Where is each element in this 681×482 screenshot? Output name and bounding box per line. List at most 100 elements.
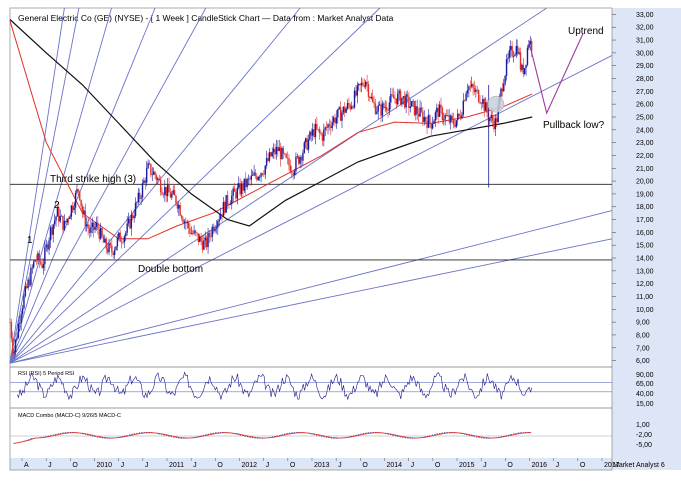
candle-body [211,226,213,237]
candle-body [480,103,483,105]
candle-body [271,152,273,157]
candle-body [258,177,261,178]
candle-body [496,118,498,123]
candle-body [295,156,297,172]
candle-body [13,352,15,354]
candle-body [99,228,102,239]
candle-body [44,247,46,265]
candle-body [260,173,262,178]
candle-body [316,123,318,130]
price-tick-label: 30,00 [636,50,654,57]
candle-body [113,250,116,256]
candle-body [351,106,353,109]
time-tick-label: 2017 [604,462,620,469]
time-tick-label: J [121,462,125,469]
candle-body [210,236,212,238]
candle-body [24,286,27,296]
candle-body [515,46,518,55]
time-tick-label: J [145,462,149,469]
candle-body [187,222,190,228]
candle-body [390,94,392,103]
gann-fan-lines [9,7,613,364]
candle-body [106,248,109,253]
price-tick-label: 10,00 [636,307,654,314]
candle-body [464,100,466,102]
candle-body [346,103,349,109]
price-tick-label: 28,00 [636,76,654,83]
candle-body [201,241,204,250]
candle-body [409,106,412,108]
time-tick-label: J [266,462,270,469]
candle-body [519,52,522,70]
fan-line [9,7,112,364]
candle-body [298,156,300,164]
candle-body [378,104,381,106]
price-tick-label: 19,00 [636,191,654,198]
candle-body [296,156,299,157]
candle-body [323,129,325,141]
candle-body [434,112,437,121]
candle-body [416,106,418,114]
candle-body [147,162,149,169]
candle-body [92,222,95,230]
time-tick-label: O [435,462,441,469]
candle-body [111,245,113,253]
candle-body [10,322,13,339]
candle-body [90,226,92,233]
candle-body [161,192,163,195]
candle-body [189,227,191,234]
time-tick-label: O [72,462,78,469]
candle-body [183,221,186,223]
candle-body [332,117,335,123]
candle-body [355,90,357,96]
candle-body [399,90,402,105]
candle-body [165,187,167,197]
macd-tick: -2,00 [636,432,652,439]
fan-line [9,7,547,364]
candle-body [289,165,292,173]
candle-body [155,175,158,181]
candle-body [133,216,135,219]
candle-body [385,107,388,111]
candle-body [523,67,526,74]
candle-body [28,279,31,286]
price-tick-label: 7,00 [636,345,650,352]
price-tick-label: 8,00 [636,332,650,339]
candle-body [150,163,152,175]
candle-body [278,147,280,152]
candle-body [104,238,106,243]
candle-body [196,232,198,234]
candle-body [74,192,77,208]
candle-body [525,64,527,68]
candle-body [228,204,230,206]
candle-body [86,224,88,227]
annotation-pullback-low: Pullback low? [543,120,605,131]
candle-body [20,314,22,324]
candle-body [238,183,240,188]
candle-body [233,188,236,192]
rsi-tick: 40,00 [636,391,654,398]
candle-body [152,171,155,175]
candle-body [431,123,434,129]
candle-body [83,210,85,215]
candle-body [21,308,24,315]
candle-body [373,101,375,104]
time-tick-label: 2011 [169,462,184,469]
candle-body [327,124,329,128]
candle-body [112,252,114,256]
candle-body [102,236,105,243]
candle-body [225,195,227,213]
candle-body [55,216,57,221]
candle-body [335,117,338,124]
candle-body [359,83,361,86]
candle-body [246,179,248,188]
candle-body [179,204,181,216]
candle-body [306,138,308,150]
candle-body [437,107,439,117]
candle-body [137,192,140,203]
candle-body [395,98,398,105]
candle-body [391,94,393,96]
price-tick-label: 26,00 [636,102,654,109]
candle-body [353,90,356,108]
candle-body [447,115,449,116]
